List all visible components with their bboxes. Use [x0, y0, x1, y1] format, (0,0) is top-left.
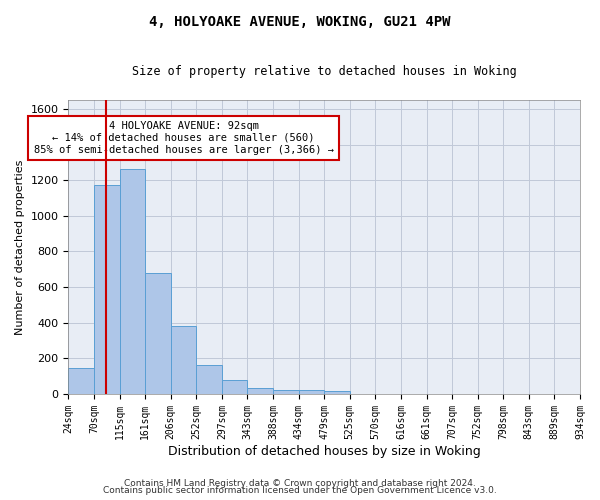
Bar: [299, 390, 324, 394]
Bar: [145, 273, 171, 394]
Text: Contains public sector information licensed under the Open Government Licence v3: Contains public sector information licen…: [103, 486, 497, 495]
Text: 4, HOLYOAKE AVENUE, WOKING, GU21 4PW: 4, HOLYOAKE AVENUE, WOKING, GU21 4PW: [149, 15, 451, 29]
Bar: [68, 368, 94, 394]
Bar: [247, 388, 273, 394]
Bar: [273, 390, 299, 394]
Bar: [119, 170, 145, 394]
Text: 4 HOLYOAKE AVENUE: 92sqm
← 14% of detached houses are smaller (560)
85% of semi-: 4 HOLYOAKE AVENUE: 92sqm ← 14% of detach…: [34, 122, 334, 154]
Title: Size of property relative to detached houses in Woking: Size of property relative to detached ho…: [132, 65, 517, 78]
X-axis label: Distribution of detached houses by size in Woking: Distribution of detached houses by size …: [168, 444, 481, 458]
Y-axis label: Number of detached properties: Number of detached properties: [15, 160, 25, 334]
Bar: [196, 364, 222, 394]
Bar: [222, 380, 247, 394]
Bar: [94, 184, 119, 394]
Text: Contains HM Land Registry data © Crown copyright and database right 2024.: Contains HM Land Registry data © Crown c…: [124, 478, 476, 488]
Bar: [324, 392, 350, 394]
Bar: [171, 326, 196, 394]
